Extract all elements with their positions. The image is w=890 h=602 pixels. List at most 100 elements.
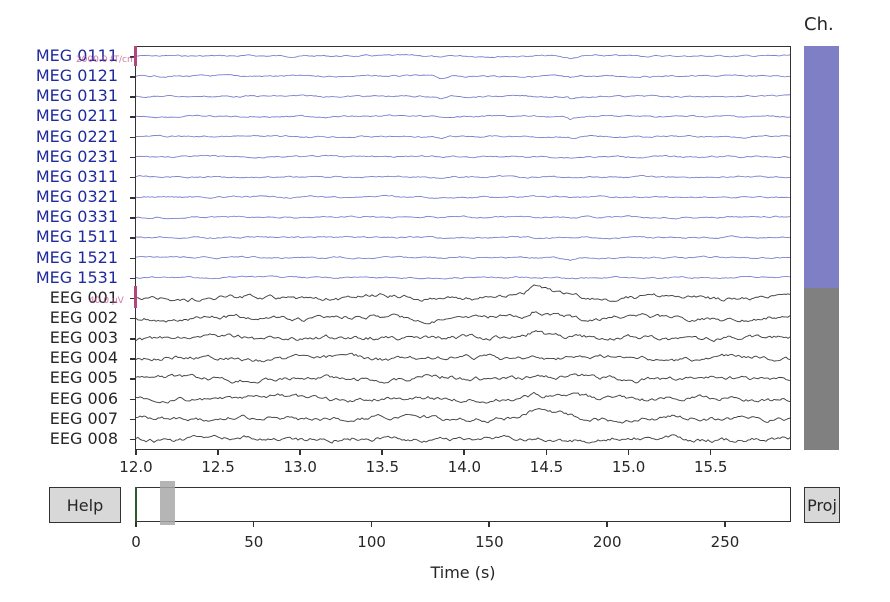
channel-tick bbox=[130, 176, 135, 179]
meg-scale-label: 2000.0 fT/cm bbox=[76, 55, 136, 65]
channel-trace[interactable] bbox=[136, 175, 790, 179]
channel-tick bbox=[130, 398, 135, 401]
channel-label[interactable]: MEG 0111 bbox=[35, 46, 118, 65]
channel-label[interactable]: EEG 005 bbox=[49, 368, 118, 388]
channel-tick bbox=[130, 297, 135, 300]
time-tick bbox=[627, 450, 630, 455]
scroll-tick bbox=[252, 522, 255, 527]
scroll-tick-label: 100 bbox=[357, 533, 386, 551]
time-tick-label: 13.5 bbox=[365, 458, 399, 476]
channel-label[interactable]: MEG 0231 bbox=[35, 146, 118, 166]
channel-label[interactable]: MEG 1511 bbox=[35, 227, 118, 247]
channel-label[interactable]: EEG 004 bbox=[49, 348, 118, 368]
channel-label[interactable]: MEG 0121 bbox=[35, 66, 118, 86]
channel-label[interactable]: EEG 001 bbox=[49, 287, 118, 307]
channel-label[interactable]: EEG 007 bbox=[49, 408, 118, 428]
channel-label[interactable]: MEG 0131 bbox=[35, 86, 118, 106]
channel-trace[interactable] bbox=[136, 255, 790, 261]
scroll-tick-label: 200 bbox=[592, 533, 622, 551]
time-tick-label: 14.0 bbox=[447, 458, 482, 476]
time-tick bbox=[381, 450, 383, 455]
scroll-tick bbox=[488, 522, 490, 527]
channel-trace[interactable] bbox=[136, 114, 790, 121]
time-tick bbox=[463, 450, 465, 455]
time-tick bbox=[135, 450, 137, 455]
eeg-scale-bar bbox=[134, 286, 137, 308]
channel-tick bbox=[130, 358, 135, 360]
scroll-tick-label: 250 bbox=[710, 533, 740, 551]
channel-label[interactable]: EEG 002 bbox=[49, 307, 118, 327]
scroll-tick bbox=[724, 522, 726, 527]
channel-tick bbox=[130, 197, 135, 199]
channel-label[interactable]: EEG 008 bbox=[49, 428, 118, 448]
channel-trace[interactable] bbox=[136, 235, 790, 240]
time-tick bbox=[217, 450, 219, 455]
channel-label[interactable]: MEG 0211 bbox=[35, 106, 118, 126]
scroll-tick-label: 50 bbox=[244, 533, 264, 551]
channel-trace[interactable] bbox=[136, 94, 790, 100]
channel-trace[interactable] bbox=[136, 194, 790, 199]
meg-scale-bar bbox=[134, 46, 137, 66]
time-tick bbox=[299, 450, 301, 455]
channel-trace[interactable] bbox=[136, 408, 790, 424]
channel-tick bbox=[130, 136, 135, 139]
channel-label[interactable]: MEG 1531 bbox=[35, 267, 118, 287]
scroll-tick bbox=[370, 522, 373, 527]
channel-label[interactable]: MEG 1521 bbox=[35, 247, 118, 267]
channel-tick bbox=[130, 257, 135, 259]
channel-tick bbox=[130, 237, 135, 239]
channel-trace[interactable] bbox=[136, 134, 790, 139]
channel-selector-eeg[interactable] bbox=[804, 288, 839, 450]
channel-tick bbox=[130, 96, 135, 98]
channel-trace[interactable] bbox=[136, 311, 790, 325]
channel-tick bbox=[130, 317, 135, 320]
scrollbar-thumb[interactable] bbox=[160, 481, 175, 525]
proj-button[interactable]: Proj bbox=[804, 487, 840, 523]
channel-label[interactable]: MEG 0321 bbox=[35, 187, 118, 207]
channel-label[interactable]: EEG 003 bbox=[49, 328, 118, 348]
channel-tick bbox=[130, 277, 135, 280]
time-tick-label: 14.5 bbox=[529, 458, 564, 476]
time-tick-label: 15.5 bbox=[693, 458, 728, 476]
channel-trace[interactable] bbox=[136, 154, 790, 159]
channel-trace[interactable] bbox=[136, 275, 790, 280]
time-tick-label: 12.0 bbox=[119, 458, 153, 476]
signal-traces bbox=[136, 54, 790, 444]
channel-tick bbox=[130, 338, 135, 340]
channel-trace[interactable] bbox=[136, 352, 790, 363]
channel-tick bbox=[130, 378, 135, 380]
channel-trace[interactable] bbox=[136, 54, 790, 60]
time-tick bbox=[709, 450, 712, 455]
scroll-tick-label: 150 bbox=[475, 533, 504, 551]
channel-tick bbox=[130, 217, 135, 219]
scrollbar-start-marker bbox=[135, 487, 137, 522]
channel-label[interactable]: MEG 0331 bbox=[35, 207, 118, 227]
channel-tick bbox=[130, 418, 135, 421]
channel-label[interactable]: EEG 006 bbox=[49, 388, 118, 408]
time-tick-label: 12.5 bbox=[201, 458, 235, 476]
channel-tick bbox=[130, 76, 135, 78]
channel-selector-meg[interactable] bbox=[804, 46, 839, 288]
help-button[interactable]: Help bbox=[49, 487, 121, 523]
channel-tick bbox=[130, 438, 135, 441]
channel-label[interactable]: MEG 0221 bbox=[35, 126, 118, 146]
channel-trace[interactable] bbox=[136, 373, 790, 384]
time-tick bbox=[545, 450, 547, 455]
raw-data-plot[interactable] bbox=[135, 46, 791, 450]
time-tick-label: 15.0 bbox=[611, 458, 646, 476]
time-scrollbar[interactable] bbox=[135, 487, 791, 522]
channel-label[interactable]: MEG 0311 bbox=[35, 166, 118, 186]
channel-trace[interactable] bbox=[136, 284, 790, 303]
channel-trace[interactable] bbox=[136, 434, 790, 444]
scroll-tick bbox=[606, 522, 608, 527]
channel-trace[interactable] bbox=[136, 330, 790, 343]
time-tick-label: 13.0 bbox=[283, 458, 317, 476]
scroll-tick bbox=[135, 522, 137, 527]
channel-tick bbox=[130, 116, 135, 118]
time-axis-label: Time (s) bbox=[430, 563, 496, 582]
channel-trace[interactable] bbox=[136, 74, 790, 80]
channel-trace[interactable] bbox=[136, 215, 790, 220]
channel-tick bbox=[130, 56, 135, 58]
scroll-tick-label: 0 bbox=[131, 533, 141, 551]
channel-trace[interactable] bbox=[136, 391, 790, 404]
